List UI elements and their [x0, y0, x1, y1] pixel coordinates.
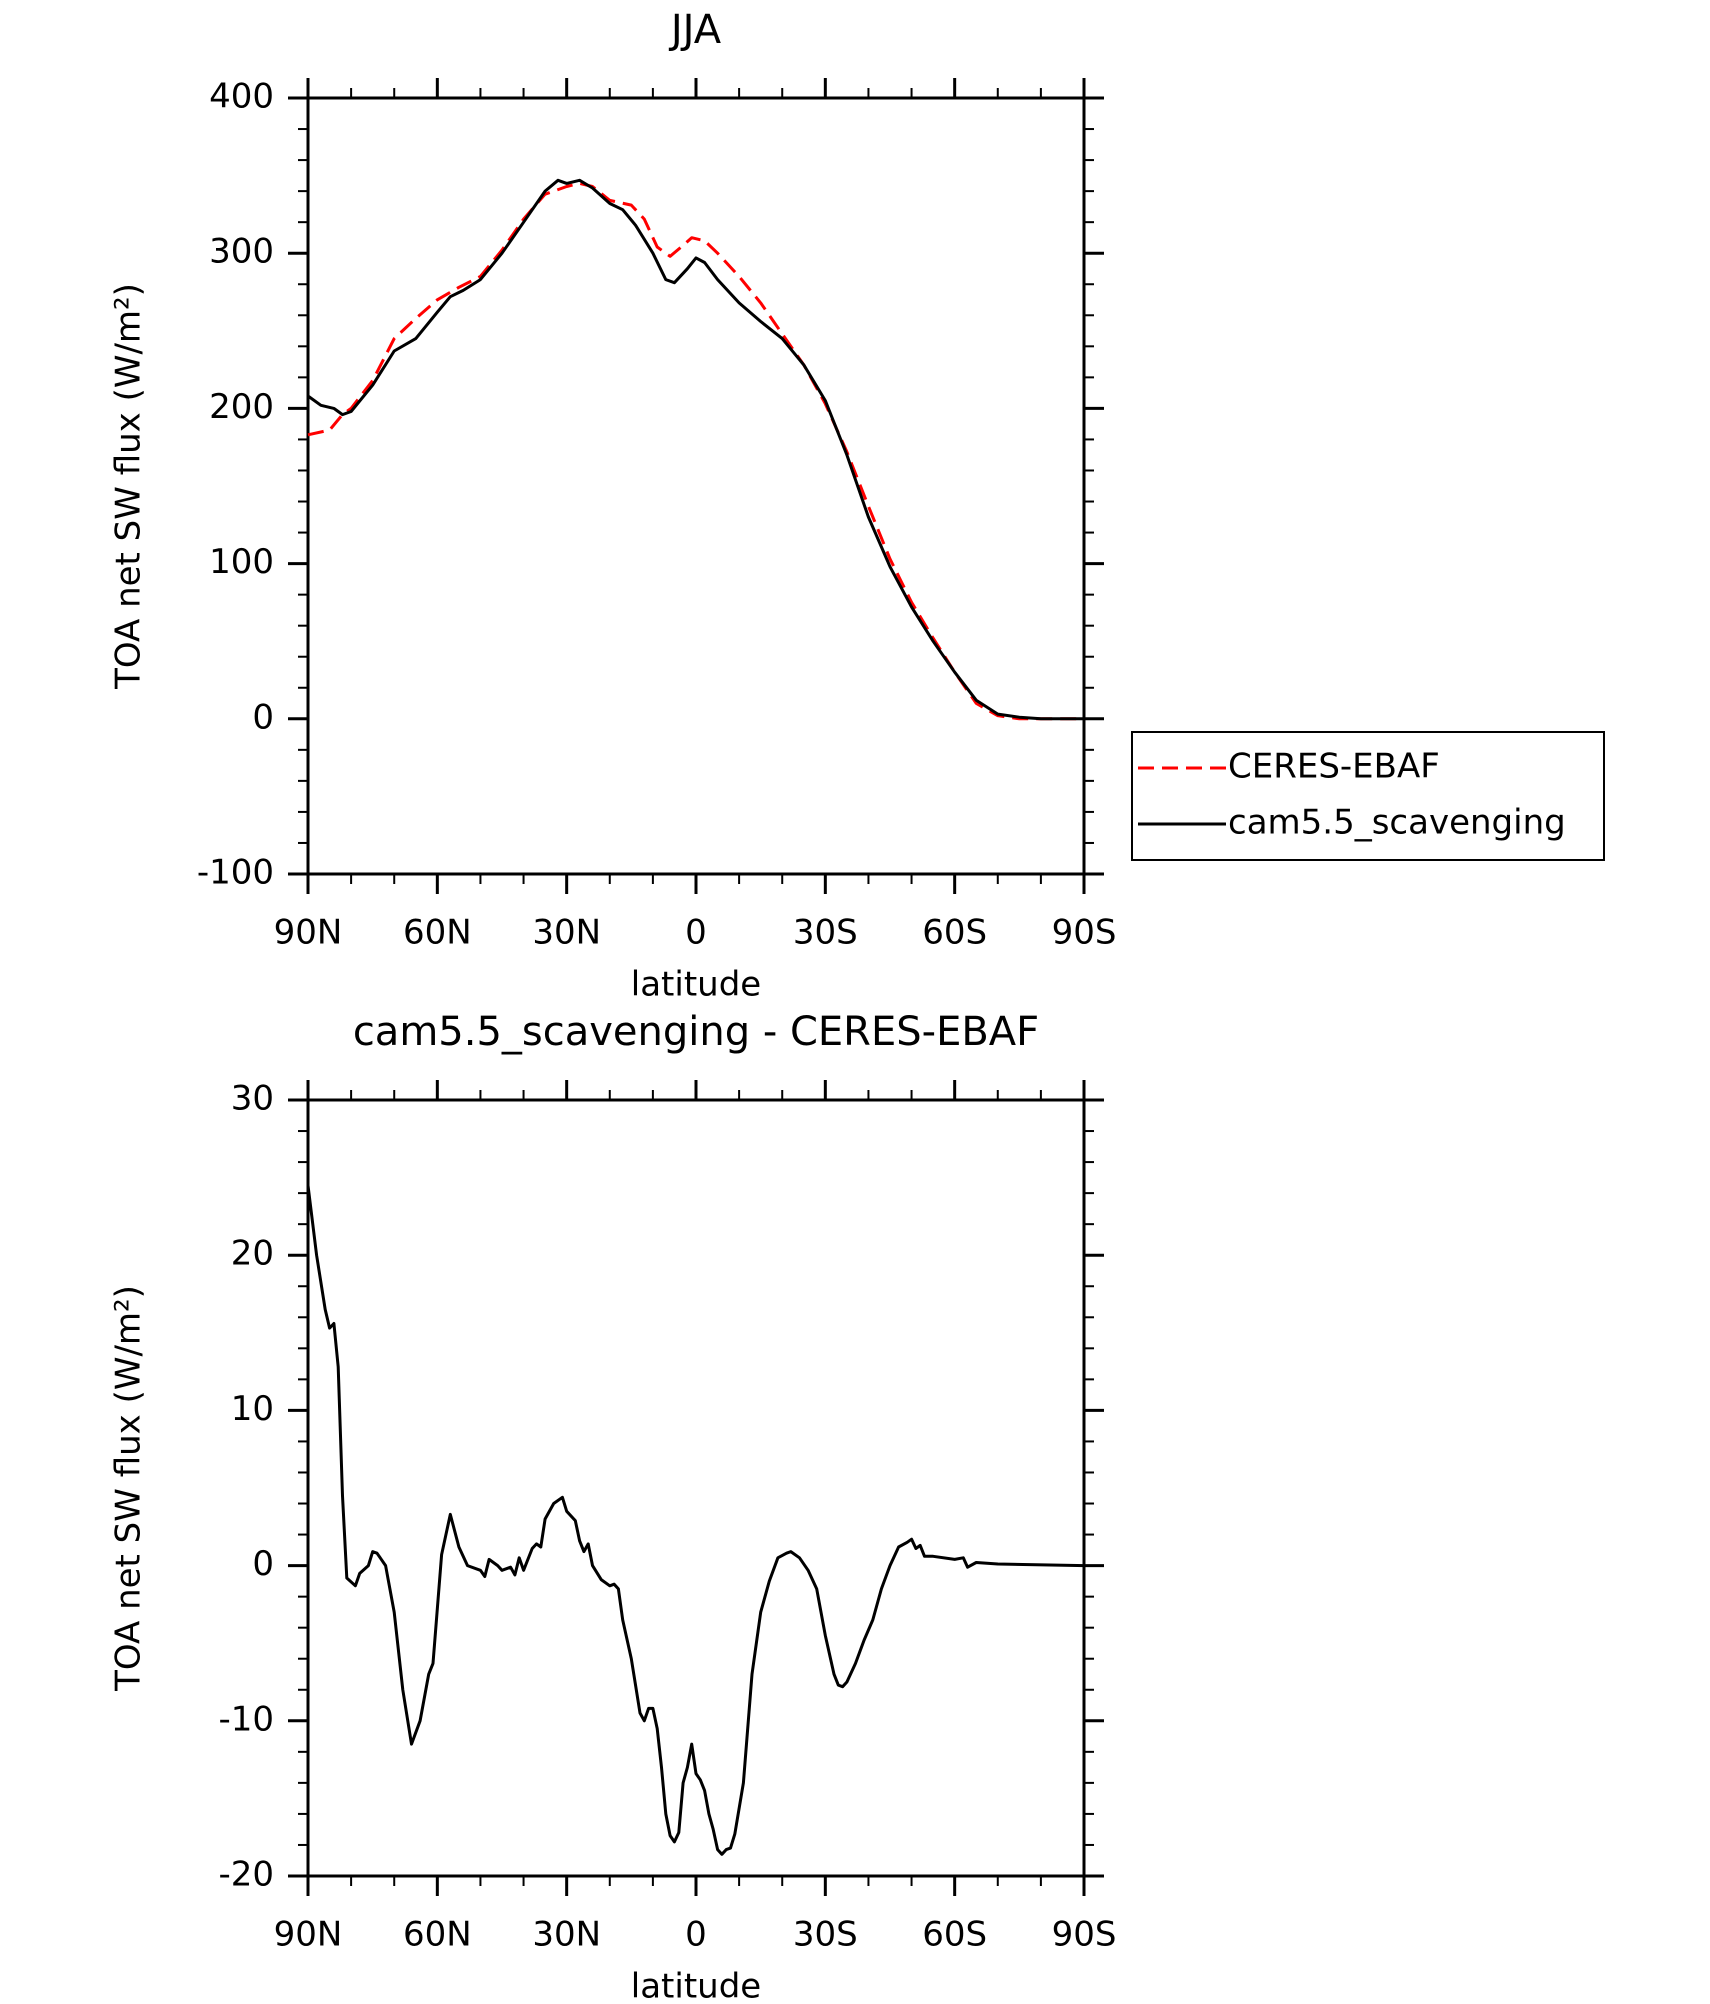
plot-frame — [306, 1098, 1086, 1878]
y-tick-label: -100 — [197, 853, 274, 893]
x-tick-label: 90S — [1052, 913, 1117, 953]
y-axis-label: TOA net SW flux (W/m²) — [109, 283, 149, 690]
x-tick-label: 60N — [403, 913, 472, 953]
y-tick-label: -10 — [218, 1699, 274, 1739]
x-tick-label: 0 — [685, 1915, 707, 1955]
y-tick-label: 300 — [209, 232, 274, 272]
chart-title: cam5.5_scavenging - CERES-EBAF — [353, 1009, 1039, 1055]
line-series — [307, 181, 1084, 721]
legend-box — [1131, 731, 1605, 861]
x-tick-label: 30N — [532, 913, 601, 953]
x-tick-label: 90N — [274, 913, 343, 953]
y-axis-label: TOA net SW flux (W/m²) — [109, 1285, 149, 1692]
y-tick-label: -20 — [218, 1855, 274, 1895]
x-tick-label: 0 — [685, 913, 707, 953]
x-axis-label: latitude — [631, 1967, 761, 2004]
x-tick-label: 90N — [274, 1915, 343, 1955]
legend-label: CERES-EBAF — [1228, 747, 1440, 787]
y-tick-label: 400 — [209, 77, 274, 117]
line-series — [306, 1185, 1085, 1856]
y-tick-label: 0 — [252, 1544, 274, 1584]
x-axis-label: latitude — [631, 965, 761, 1005]
y-tick-label: 20 — [231, 1234, 274, 1274]
x-tick-label: 90S — [1052, 1915, 1117, 1955]
x-tick-label: 30S — [793, 1915, 858, 1955]
x-tick-label: 60S — [922, 1915, 987, 1955]
y-tick-label: 200 — [209, 387, 274, 427]
chart-title: JJA — [668, 7, 722, 53]
y-tick-label: 0 — [252, 697, 274, 737]
x-tick-label: 60S — [922, 913, 987, 953]
line-series — [307, 178, 1084, 721]
y-tick-label: 30 — [231, 1079, 274, 1119]
y-tick-label: 10 — [231, 1389, 274, 1429]
legend-label: cam5.5_scavenging — [1228, 803, 1566, 843]
plot-frame — [306, 96, 1086, 876]
y-tick-label: 100 — [209, 542, 274, 582]
x-tick-label: 30N — [532, 1915, 601, 1955]
x-tick-label: 60N — [403, 1915, 472, 1955]
x-tick-label: 30S — [793, 913, 858, 953]
